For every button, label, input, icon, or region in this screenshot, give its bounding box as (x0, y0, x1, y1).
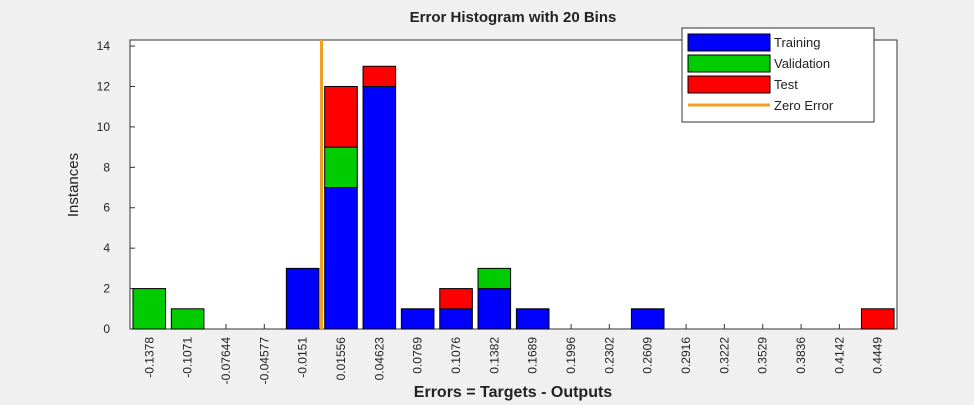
y-tick-label: 10 (97, 120, 111, 134)
x-tick-label: -0.0151 (296, 337, 310, 378)
legend-swatch (687, 54, 771, 73)
bar-segment (630, 308, 665, 330)
bar-segment (285, 267, 320, 330)
bar-segment (860, 308, 895, 330)
x-tick-label: 0.1996 (564, 337, 578, 374)
x-tick-label: 0.1382 (487, 337, 501, 374)
bar-segment (439, 308, 473, 330)
x-tick-label: 0.3836 (794, 337, 808, 374)
bar-segment (362, 85, 397, 330)
bar-segment (477, 288, 512, 330)
x-tick-label: 0.1689 (526, 337, 540, 374)
bar-segment (515, 308, 550, 330)
bar-segment (324, 85, 358, 148)
legend-label: Test (774, 77, 798, 92)
x-tick-label: -0.1378 (142, 337, 156, 378)
x-axis-label: Errors = Targets - Outputs (414, 384, 613, 401)
x-tick-label: 0.0769 (411, 337, 425, 374)
x-tick-label: 0.3529 (756, 337, 770, 374)
bar-segment (362, 65, 397, 87)
x-tick-label: -0.1071 (181, 337, 195, 378)
chart-title: Error Histogram with 20 Bins (410, 9, 617, 26)
x-tick-label: 0.2916 (679, 337, 693, 374)
legend-label: Training (774, 35, 820, 50)
bar-segment (400, 308, 435, 330)
y-tick-label: 6 (103, 201, 110, 215)
x-tick-label: 0.04623 (372, 337, 386, 381)
y-tick-label: 2 (103, 282, 110, 296)
legend-label: Validation (774, 56, 830, 71)
y-tick-label: 0 (103, 322, 110, 336)
legend-swatch (687, 75, 771, 94)
x-tick-label: 0.4449 (871, 337, 885, 374)
x-tick-label: 0.4142 (832, 337, 846, 374)
y-tick-label: 14 (97, 39, 111, 53)
y-tick-label: 12 (97, 79, 111, 93)
x-tick-label: -0.04577 (257, 337, 271, 385)
x-tick-label: -0.07644 (219, 337, 233, 385)
bar-segment (439, 288, 473, 310)
y-tick-label: 8 (103, 160, 110, 174)
y-tick-label: 4 (103, 241, 110, 255)
bar-segment (132, 288, 167, 330)
x-tick-label: 0.2302 (602, 337, 616, 374)
x-tick-label: 0.01556 (334, 337, 348, 381)
x-tick-label: 0.1076 (449, 337, 463, 374)
bar-segment (170, 308, 205, 330)
bar-segment (324, 146, 358, 189)
y-axis-label: Instances (65, 153, 82, 217)
bar-segment (477, 267, 512, 290)
x-tick-label: 0.2609 (641, 337, 655, 374)
x-tick-label: 0.3222 (717, 337, 731, 374)
legend-swatch (687, 33, 771, 52)
legend-label: Zero Error (774, 98, 834, 113)
bar-segment (324, 187, 358, 330)
